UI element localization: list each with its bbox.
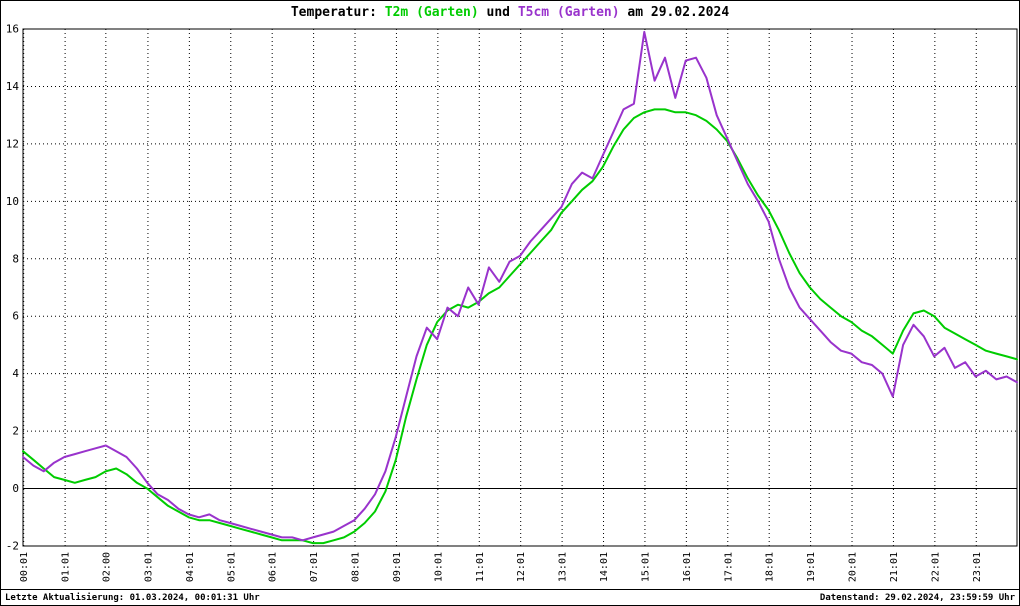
title-prefix: Temperatur: bbox=[290, 5, 385, 20]
x-axis-tick-label: 21:01 bbox=[889, 552, 900, 582]
y-axis-tick-label: 14 bbox=[6, 80, 20, 93]
x-axis-tick-label: 13:01 bbox=[558, 552, 569, 582]
x-axis-tick-label: 18:01 bbox=[765, 552, 776, 582]
x-axis-tick-label: 15:01 bbox=[640, 552, 651, 582]
x-axis-tick-label: 14:01 bbox=[599, 552, 610, 582]
y-axis-tick-label: 10 bbox=[6, 195, 19, 208]
chart-title: Temperatur: T2m (Garten) und T5cm (Garte… bbox=[1, 5, 1019, 20]
x-axis-tick-label: 03:01 bbox=[143, 552, 154, 582]
footer-divider bbox=[1, 589, 1019, 590]
temperature-line-chart: -2 0 2 4 6 8 10 12 14 16 00:01 01:01 02:00 03:01 04:01… bbox=[6, 23, 1018, 582]
y-axis-tick-label: 4 bbox=[12, 367, 19, 380]
x-axis-tick-label: 19:01 bbox=[806, 552, 817, 582]
x-axis-tick-label: 09:01 bbox=[392, 552, 403, 582]
y-axis-tick-label: 8 bbox=[12, 252, 19, 265]
title-date: am 29.02.2024 bbox=[619, 5, 730, 20]
x-axis-tick-label: 06:01 bbox=[268, 552, 279, 582]
series-line-t5cm bbox=[22, 30, 1018, 542]
y-axis-tick-label: 6 bbox=[12, 310, 19, 323]
x-axis-tick-label: 11:01 bbox=[475, 552, 486, 582]
y-axis-tick-label: 16 bbox=[6, 23, 19, 36]
x-axis-tick-label: 01:01 bbox=[61, 552, 72, 582]
x-axis-tick-label: 08:01 bbox=[351, 552, 362, 582]
x-axis-tick-label: 22:01 bbox=[930, 552, 941, 582]
x-axis-tick-label: 20:01 bbox=[848, 552, 859, 582]
legend-t2m-label: T2m (Garten) bbox=[384, 5, 479, 20]
x-axis-tick-label: 05:01 bbox=[226, 552, 237, 582]
y-axis-tick-label: -2 bbox=[6, 540, 19, 553]
y-axis-tick-label: 0 bbox=[12, 482, 19, 495]
x-axis-tick-label: 00:01 bbox=[19, 552, 30, 582]
x-axis-tick-label: 04:01 bbox=[185, 552, 196, 582]
y-axis-tick-label: 2 bbox=[12, 425, 19, 438]
x-axis-tick-label: 12:01 bbox=[516, 552, 527, 582]
series-line-t2m bbox=[22, 108, 1018, 545]
legend-t5cm-label: T5cm (Garten) bbox=[517, 5, 620, 20]
plot-border bbox=[22, 28, 1018, 547]
x-axis-tick-label: 23:01 bbox=[972, 552, 983, 582]
last-update-text: Letzte Aktualisierung: 01.03.2024, 00:01… bbox=[5, 593, 260, 603]
x-axis-tick-label: 16:01 bbox=[682, 552, 693, 582]
x-axis-tick-label: 07:01 bbox=[309, 552, 320, 582]
x-axis-tick-label: 10:01 bbox=[433, 552, 444, 582]
title-mid: und bbox=[478, 5, 518, 20]
y-axis-tick-label: 12 bbox=[6, 137, 19, 150]
x-axis-tick-label: 17:01 bbox=[723, 552, 734, 582]
x-axis-tick-label: 02:00 bbox=[101, 552, 112, 582]
data-timestamp-text: Datenstand: 29.02.2024, 23:59:59 Uhr bbox=[819, 593, 1015, 603]
